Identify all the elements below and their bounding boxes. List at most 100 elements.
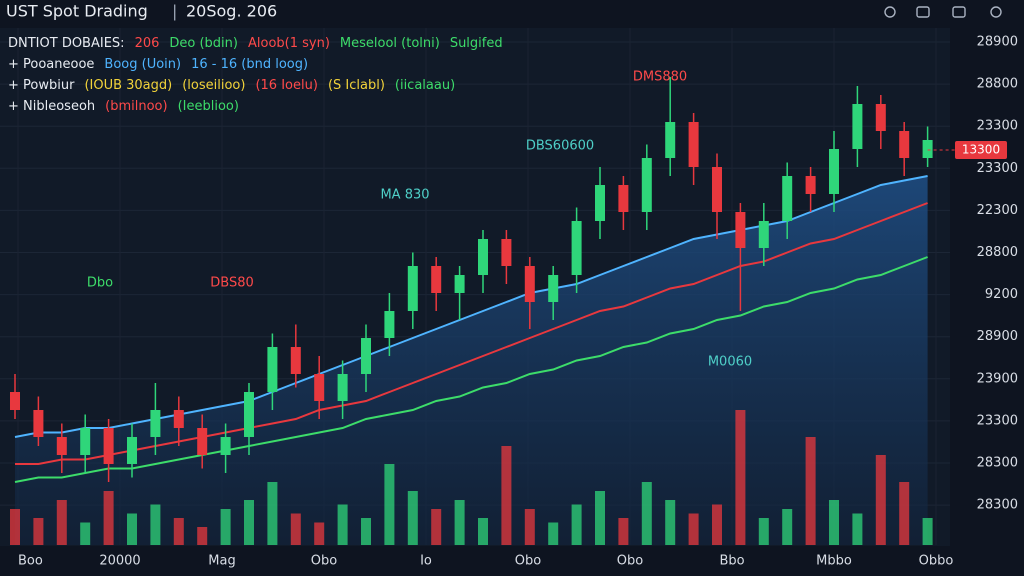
volume-bar (922, 518, 933, 545)
legend-item: + Powbiur (8, 78, 75, 93)
moving-average (14, 256, 928, 483)
price-label: 23300 (977, 413, 1018, 428)
volume-bar (618, 518, 629, 545)
candle-body (127, 437, 137, 464)
candle-body (805, 176, 816, 194)
volume-bar (735, 410, 746, 545)
volume-bar (384, 464, 395, 545)
legend-item: Aloob(1 syn) (248, 36, 330, 51)
candle-body (361, 338, 371, 374)
icon[interactable] (952, 6, 966, 18)
volume-bar (267, 482, 278, 545)
volume-bar (80, 522, 91, 545)
candle-body (665, 122, 676, 158)
legend-row: + Pooaneooe Boog (Uoin) 16 - 16 (bnd loog) (8, 57, 308, 72)
legend-item: (IOUB 30agd) (84, 78, 172, 93)
legend-row: + Nibleoseoh (bmilnoo) (Ieeblioo) (8, 99, 239, 114)
candle-body (337, 374, 348, 401)
volume-bar (665, 500, 676, 545)
candle-body (150, 410, 161, 437)
time-label: Obo (311, 554, 337, 569)
volume-bar (337, 504, 348, 545)
candle-body (431, 266, 442, 293)
candle-body (267, 347, 278, 392)
legend-item: Meselool (tolni) (340, 36, 440, 51)
annotation: DMS880 (633, 70, 687, 85)
candle-body (197, 428, 208, 455)
candle-body (641, 158, 652, 212)
candle-body (220, 437, 231, 455)
volume-bar (56, 500, 67, 545)
time-label: Obbo (919, 554, 954, 569)
price-label: 28800 (977, 77, 1018, 92)
candle-body (478, 239, 488, 275)
candle-body (501, 239, 512, 266)
volume-bar (805, 437, 816, 545)
candle-body (852, 104, 863, 149)
icon[interactable] (884, 6, 896, 18)
time-label: Mbbo (816, 554, 852, 569)
volume-bar (33, 518, 44, 545)
candle-body (56, 437, 67, 455)
price-label: 28900 (977, 329, 1018, 344)
volume-bar (712, 504, 722, 545)
candle-body (688, 122, 699, 167)
icon[interactable] (990, 6, 1002, 18)
legend-item: + Nibleoseoh (8, 99, 95, 114)
title: UST Spot Drading (6, 2, 148, 21)
candle-body (922, 140, 933, 158)
price-label: 23300 (977, 161, 1018, 176)
candle-body (173, 410, 184, 428)
time-label: Io (420, 554, 432, 569)
volume-bar (899, 482, 910, 545)
candle-body (735, 212, 746, 248)
volume-bar (103, 491, 114, 545)
candle-body (899, 131, 910, 158)
candle-body (80, 428, 91, 455)
candle-body (454, 275, 465, 293)
candle-body (618, 185, 629, 212)
candle-body (712, 167, 722, 212)
volume-bar (571, 504, 582, 545)
volume-bar (595, 491, 605, 545)
volume-bar (758, 518, 769, 545)
legend-item: Sulgifed (450, 36, 503, 51)
price-label: 23300 (977, 119, 1018, 134)
legend-item: 16 - 16 (bnd loog) (191, 57, 308, 72)
time-label: 20000 (99, 554, 140, 569)
last-price: 13300 (962, 143, 1000, 157)
volume-bar (173, 518, 184, 545)
candle-body (384, 311, 395, 338)
volume-bar (361, 518, 371, 545)
legend-item: + Pooaneooe (8, 57, 94, 72)
volume-bar (314, 522, 325, 545)
volume-bar (548, 522, 559, 545)
volume-bar (688, 513, 699, 545)
time-label: Boo (18, 554, 43, 569)
volume-bar (407, 491, 418, 545)
legend-row: + Powbiur (IOUB 30agd) (loseilioo) (16 Ioel… (8, 78, 455, 93)
volume-bar (431, 509, 442, 545)
legend-item: Boog (Uoin) (104, 57, 181, 72)
volume-bar (290, 513, 301, 545)
price-label: 23900 (977, 371, 1018, 386)
volume-bar (244, 500, 254, 545)
icon[interactable] (916, 6, 930, 18)
price-label: 28300 (977, 498, 1018, 513)
moving-average (14, 175, 928, 438)
candle-body (524, 266, 535, 302)
legend-item: (bmilnoo) (105, 99, 167, 114)
price-label: 22300 (977, 203, 1018, 218)
candle-body (33, 410, 44, 437)
legend-item: Deo (bdin) (169, 36, 238, 51)
volume-bar (454, 500, 465, 545)
candle-body (829, 149, 839, 194)
volume-bar (478, 518, 488, 545)
volume-bar (150, 504, 161, 545)
candle-body (782, 176, 793, 221)
annotation: DBS80 (210, 276, 254, 291)
price-label: 9200 (985, 287, 1018, 302)
candle-body (758, 221, 769, 248)
candle-body (290, 347, 301, 374)
volume-bar (501, 446, 512, 545)
